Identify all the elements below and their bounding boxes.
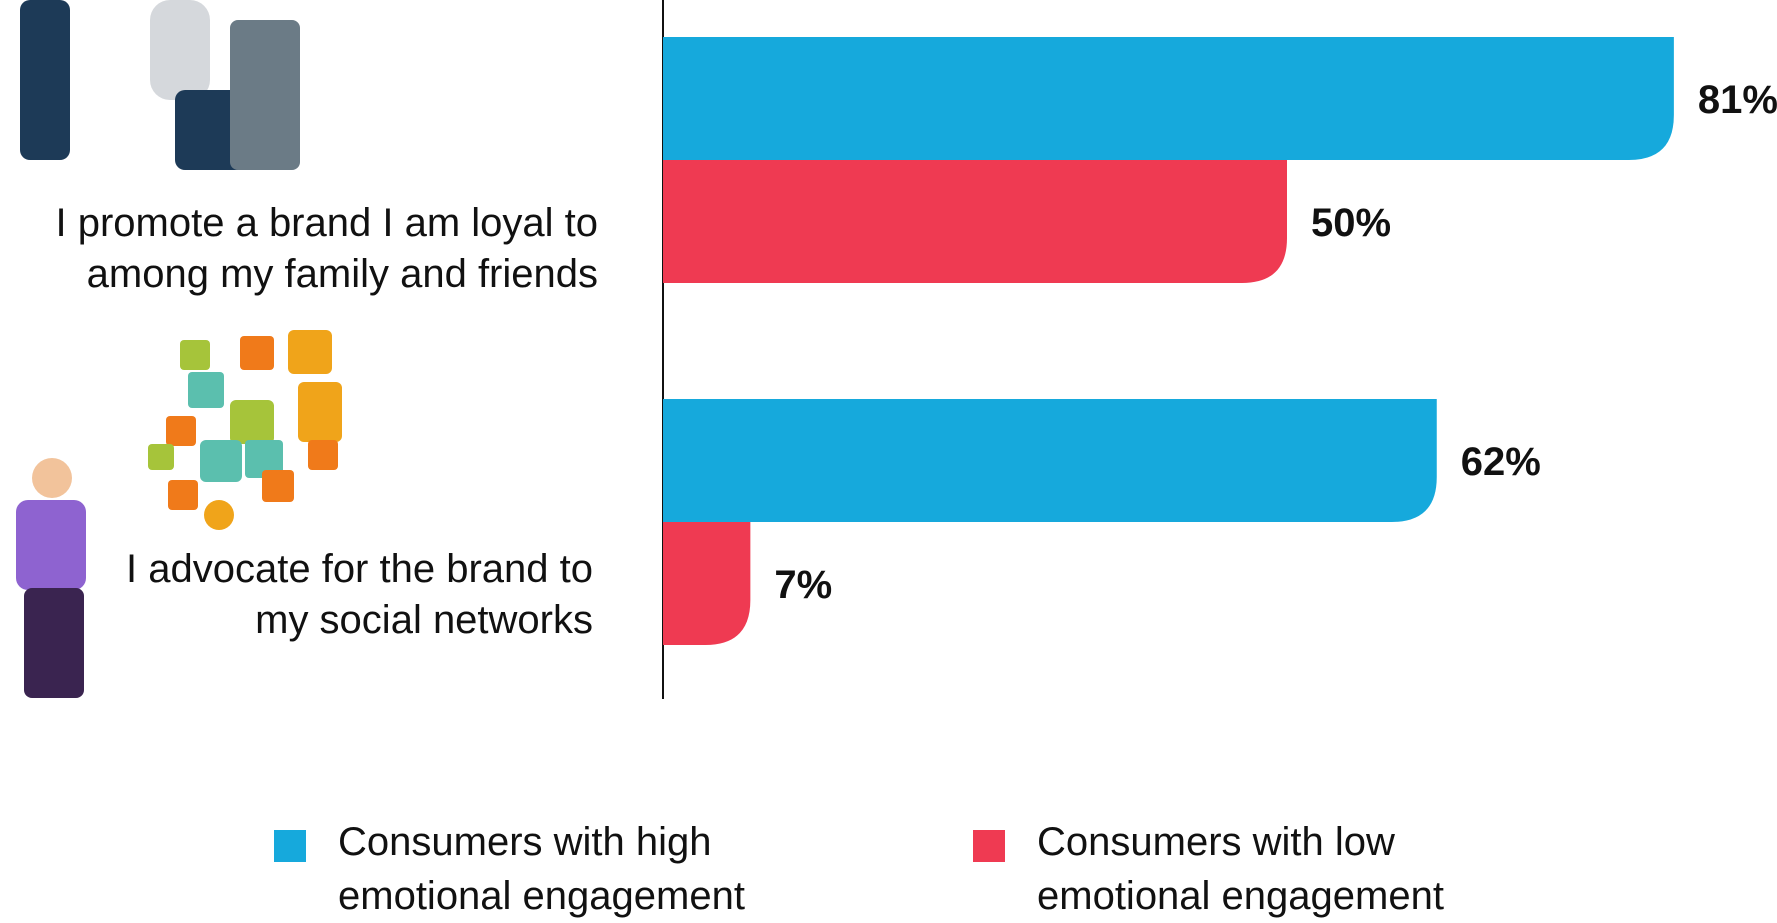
illustration-people [20, 0, 300, 170]
legend-label: Consumers with high emotional engagement [338, 820, 745, 918]
legend-label: Consumers with low emotional engagement [1037, 820, 1444, 918]
value-label: 62% [1461, 440, 1541, 484]
chart: 81% 50% 62% 7% [16, 0, 1777, 862]
category-label: I promote a brand I am loyal to among my… [55, 201, 599, 296]
illustration-icons [148, 330, 342, 530]
legend-swatch [973, 830, 1005, 862]
value-label: 81% [1698, 78, 1777, 122]
legend-swatch [274, 830, 306, 862]
illustration-man [16, 458, 86, 698]
value-label: 7% [774, 563, 832, 607]
category-label: I advocate for the brand to my social ne… [126, 547, 593, 642]
page: {"chart_data": {"type": "hbar", "categor… [16, 0, 1777, 918]
bar [663, 522, 751, 645]
bar [663, 37, 1674, 160]
value-label: 50% [1311, 201, 1391, 245]
bar [663, 160, 1287, 283]
bar [663, 399, 1437, 522]
